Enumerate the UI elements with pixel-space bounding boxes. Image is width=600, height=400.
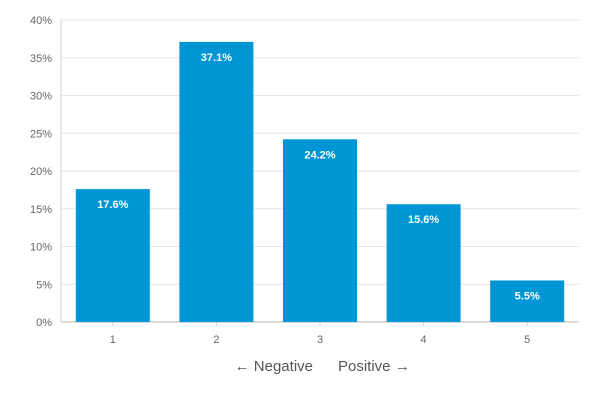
data-label: 37.1%: [201, 52, 232, 64]
y-tick-label: 35%: [30, 53, 52, 65]
y-tick-label: 40%: [30, 15, 52, 27]
bar: [283, 139, 357, 322]
bar: [386, 204, 461, 322]
data-label: 17.6%: [97, 199, 128, 211]
y-tick-label: 15%: [30, 204, 52, 216]
y-tick-label: 0%: [36, 317, 52, 329]
data-label: 24.2%: [304, 149, 335, 161]
y-tick-label: 10%: [30, 242, 52, 254]
x-axis-label-negative: ← Negative: [235, 358, 313, 375]
bar: [490, 280, 565, 322]
x-tick-label: 2: [213, 334, 219, 346]
x-tick-label: 3: [317, 334, 323, 346]
x-tick-label: 4: [421, 334, 427, 346]
data-label: 15.6%: [408, 214, 439, 226]
x-tick-label: 5: [524, 334, 530, 346]
data-label: 5.5%: [515, 290, 540, 302]
bar: [179, 41, 254, 323]
x-tick-label: 1: [110, 334, 116, 346]
y-tick-label: 30%: [30, 91, 52, 103]
bar: [75, 189, 150, 322]
y-tick-label: 20%: [30, 166, 52, 178]
x-axis-label-positive: Positive →: [338, 358, 410, 375]
y-tick-label: 5%: [36, 279, 52, 291]
y-tick-label: 25%: [30, 128, 52, 140]
